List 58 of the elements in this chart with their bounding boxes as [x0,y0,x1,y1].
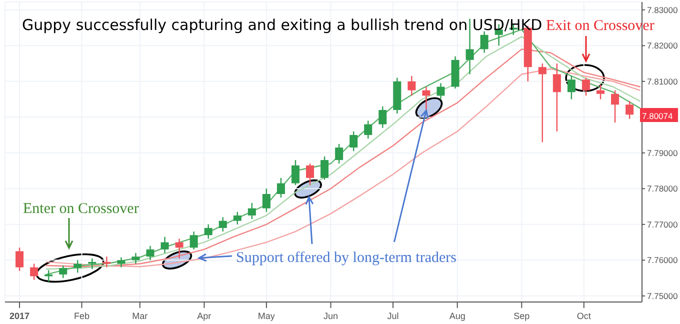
candlestick [538,62,546,143]
x-tick-label: May [258,311,276,321]
candlestick [422,86,430,111]
y-tick-label: 7.82000 [647,40,678,51]
candlestick [233,211,242,226]
text: Guppy successfully capturing and exiting a bullish trend on USD/HKD [22,16,542,34]
candlestick [16,247,24,272]
annotation: Enter on Crossover [23,201,139,217]
candlestick [626,100,634,120]
y-tick-label: 7.78000 [647,184,678,194]
candlestick [364,120,372,140]
candlestick [218,216,227,232]
y-tick-label: 7.83000 [647,4,678,15]
candlestick [320,156,329,180]
candlestick [117,256,126,268]
x-tick-label: Feb [74,311,90,321]
candlestick [146,245,154,261]
candlestick [611,90,620,124]
candlestick [436,82,445,100]
x-tick-label: Jun [324,311,338,321]
y-tick-label: 7.79000 [647,148,678,158]
candlestick [59,264,68,279]
candlestick [175,238,184,259]
candlestick [552,62,561,132]
candlestick [350,130,358,152]
candlestick [74,260,82,274]
candlestick [480,30,488,54]
candlestick [306,163,314,186]
candlestick [160,236,169,254]
candlestick [276,177,285,198]
candlestick [408,75,416,96]
x-tick-label: Aug [449,311,466,321]
candlestick [248,202,256,220]
x-tick-label: Jul [387,311,399,321]
candlestick [132,252,140,264]
candlestick [262,188,270,212]
candlestick [204,224,212,240]
candlestick [44,270,53,282]
y-tick-label: 7.75000 [647,290,678,301]
text: 7.80074 [642,111,673,121]
candlestick [378,106,387,128]
candlestick [190,230,198,250]
candlestick [466,18,474,75]
x-tick-label: Apr [197,311,212,321]
annotation: Support offered by long-term traders [236,250,457,266]
y-tick-label: 7.76000 [647,255,678,266]
x-tick-label: Oct [576,311,592,321]
candlestick [567,75,576,100]
y-tick-label: 7.77000 [647,219,678,230]
x-tick-label: Sep [514,311,530,321]
candlestick [335,143,344,164]
candlestick [30,263,38,280]
x-tick-label: 2017 [10,311,30,321]
candlestick [596,84,604,100]
candlestick [582,77,590,96]
x-tick-label: Mar [132,311,148,321]
candlestick [291,159,300,186]
y-tick-label: 7.81000 [647,76,678,86]
